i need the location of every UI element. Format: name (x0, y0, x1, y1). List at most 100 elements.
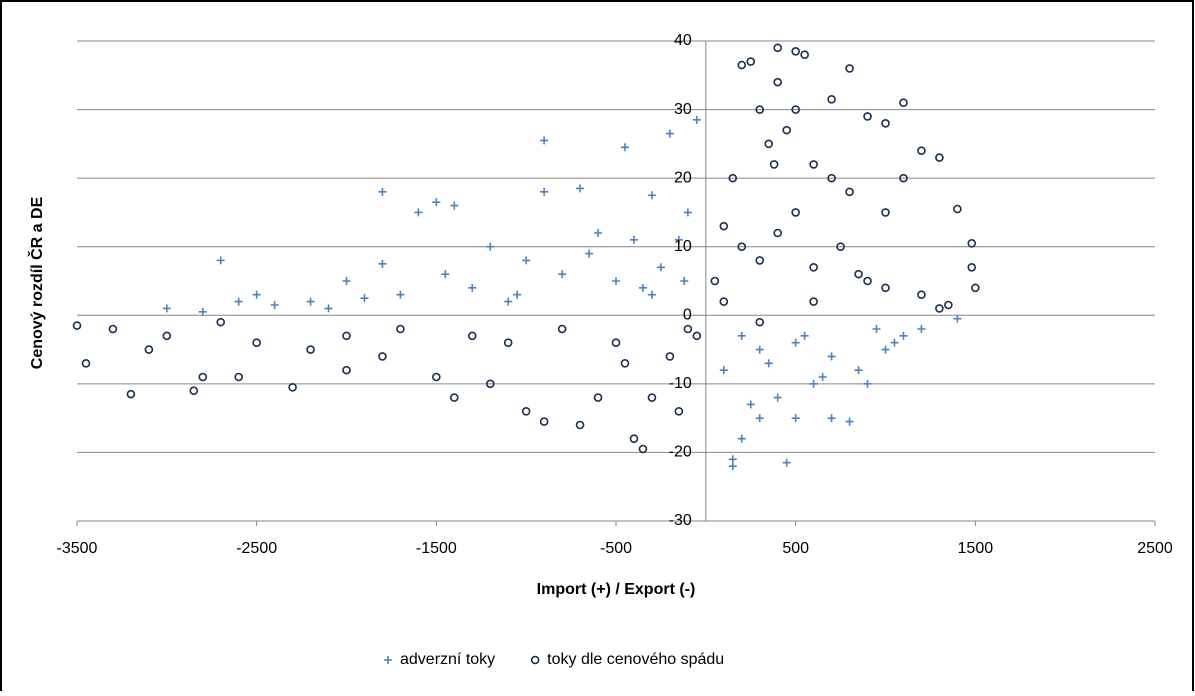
legend-marker (384, 656, 392, 664)
point (216, 317, 226, 327)
point (737, 434, 746, 443)
point (863, 379, 872, 388)
point (769, 160, 779, 169)
x-tick-label: -500 (600, 540, 632, 557)
point (827, 352, 836, 361)
point (881, 283, 890, 293)
point (449, 393, 459, 402)
point (540, 136, 549, 145)
y-tick-label: 30 (674, 101, 692, 118)
y-tick-label: 40 (674, 32, 692, 49)
point (809, 160, 818, 169)
y-tick-label: 0 (683, 307, 692, 324)
point (432, 372, 441, 382)
point (378, 259, 387, 268)
point (414, 208, 423, 217)
legend-label: adverzní toky (400, 651, 495, 668)
point (773, 43, 783, 53)
x-axis-title: Import (+) / Export (-) (537, 581, 696, 598)
point (306, 297, 315, 306)
point (252, 338, 261, 348)
point (917, 290, 926, 300)
point (967, 238, 977, 248)
point (917, 146, 926, 156)
point (620, 358, 630, 368)
point (737, 60, 747, 70)
y-tick-label: 10 (674, 238, 692, 255)
x-tick-label: -2500 (236, 540, 277, 557)
point (396, 324, 405, 334)
point (845, 64, 854, 73)
point (845, 187, 854, 197)
point (234, 372, 243, 382)
point (827, 94, 836, 104)
point (521, 406, 531, 416)
point (108, 324, 118, 334)
point (967, 262, 977, 272)
point (638, 444, 648, 454)
point (764, 359, 773, 368)
point (899, 173, 908, 183)
point (342, 331, 351, 341)
point (827, 414, 836, 423)
point (72, 321, 82, 330)
point (198, 372, 208, 382)
point (971, 283, 980, 293)
point (665, 129, 674, 138)
point (540, 187, 549, 196)
x-tick-label: -1500 (416, 540, 457, 557)
point (746, 400, 755, 409)
point (593, 393, 603, 402)
point (809, 297, 818, 306)
point (863, 112, 872, 121)
point (647, 191, 656, 200)
point (719, 366, 728, 375)
point (719, 221, 729, 231)
y-tick-label: 20 (674, 169, 692, 186)
point (755, 414, 764, 423)
point (441, 270, 450, 279)
point (800, 331, 809, 340)
point (234, 297, 243, 306)
point (773, 393, 782, 402)
point (881, 345, 890, 354)
point (809, 262, 818, 272)
point (647, 393, 657, 402)
y-axis-title: Cenový rozdíl ČR a DE (27, 196, 46, 369)
point (252, 290, 261, 299)
point (503, 338, 513, 348)
point (513, 290, 522, 299)
point (692, 115, 701, 124)
point (899, 331, 908, 340)
point (539, 417, 549, 426)
legend-label: toky dle cenového spádu (547, 651, 724, 668)
point (854, 366, 863, 375)
point (656, 263, 665, 272)
legend-marker (530, 655, 540, 665)
point (674, 406, 684, 416)
point (683, 324, 693, 334)
point (746, 57, 756, 66)
y-tick-label: -20 (669, 444, 692, 461)
point (647, 290, 656, 299)
point (818, 373, 827, 381)
point (216, 256, 225, 265)
point (737, 331, 746, 340)
point (594, 229, 603, 237)
point (791, 105, 800, 114)
point (144, 345, 154, 354)
point (881, 208, 890, 217)
point (674, 235, 683, 244)
point (468, 283, 477, 292)
point (791, 46, 800, 56)
point (737, 242, 747, 252)
point (683, 208, 692, 217)
point (890, 338, 899, 347)
point (953, 204, 962, 214)
point (522, 256, 531, 265)
point (791, 208, 800, 217)
point (773, 77, 783, 87)
point (827, 173, 836, 183)
